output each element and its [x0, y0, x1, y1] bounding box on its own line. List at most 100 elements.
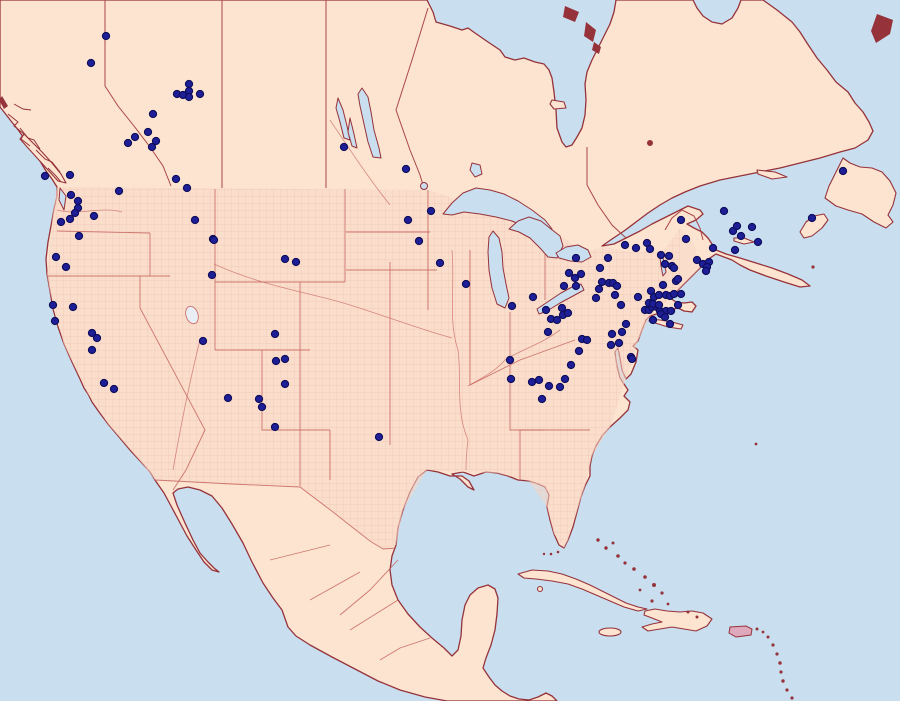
occurrence-dot: [654, 290, 664, 300]
occurrence-dot: [209, 235, 219, 245]
occurrence-dot: [99, 378, 109, 388]
occurrence-dot: [666, 306, 676, 316]
lake-ontario: [555, 244, 592, 263]
occurrence-dot: [74, 231, 84, 241]
occurrence-dot: [838, 166, 848, 176]
anticosti-island: [756, 169, 788, 180]
state-borders: [47, 189, 590, 661]
newfoundland: [824, 157, 897, 229]
occurrence-dot: [506, 374, 516, 384]
occurrence-dot: [87, 345, 97, 355]
vancouver-island: [19, 133, 67, 184]
occurrence-dot: [574, 346, 584, 356]
province-borders: [104, 0, 704, 241]
occurrence-dot: [171, 174, 181, 184]
occurrence-dot: [631, 243, 641, 253]
occurrence-dot: [576, 269, 586, 279]
occurrence-dot: [571, 253, 581, 263]
occurrence-dot: [559, 281, 569, 291]
occurrence-dot: [130, 132, 140, 142]
occurrence-dot: [656, 250, 666, 260]
occurrence-dot: [426, 206, 436, 216]
bahamas: [596, 538, 699, 619]
occurrence-dot: [571, 281, 581, 291]
occurrence-dot: [570, 273, 580, 283]
occurrence-dot: [645, 244, 655, 254]
occurrence-dot: [65, 214, 75, 224]
occurrence-dot: [68, 302, 78, 312]
lake-winnipeg: [357, 87, 382, 159]
occurrence-dot: [87, 328, 97, 338]
occurrence-dot: [182, 183, 192, 193]
occurrence-dot: [807, 213, 817, 223]
occurrence-dot: [564, 268, 574, 278]
occurrence-dot: [528, 292, 538, 302]
occurrence-dot: [654, 300, 664, 310]
occurrence-dot: [40, 171, 50, 181]
occurrence-dot: [719, 206, 729, 216]
occurrence-dot: [665, 319, 675, 329]
occurrence-dot: [582, 335, 592, 345]
occurrence-dot: [190, 215, 200, 225]
occurrence-dot: [610, 290, 620, 300]
occurrence-dot: [403, 215, 413, 225]
occurrence-dot: [339, 142, 349, 152]
occurrence-dot: [257, 402, 267, 412]
occurrence-dot: [692, 255, 702, 265]
puerto-rico-highlight: [728, 625, 753, 638]
occurrence-dot: [280, 254, 290, 264]
occurrence-dot: [730, 245, 740, 255]
occurrence-dot: [374, 432, 384, 442]
occurrence-dots: [40, 31, 848, 442]
occurrence-dot: [56, 217, 66, 227]
lesser-antilles: [755, 627, 794, 700]
occurrence-dot: [89, 211, 99, 221]
occurrence-dot: [557, 303, 567, 313]
occurrence-dot: [270, 329, 280, 339]
occurrence-dot: [732, 221, 742, 231]
occurrence-dot: [595, 263, 605, 273]
cuba: [517, 569, 648, 612]
occurrence-dot: [753, 237, 763, 247]
occurrence-dot: [73, 196, 83, 206]
occurrence-dot: [143, 127, 153, 137]
occurrence-dot: [676, 289, 686, 299]
occurrence-dot: [271, 356, 281, 366]
occurrence-dot: [747, 222, 757, 232]
occurrence-dot: [664, 251, 674, 261]
occurrence-dot: [280, 354, 290, 364]
occurrence-dot: [552, 315, 562, 325]
occurrence-dot: [66, 190, 76, 200]
occurrence-dot: [505, 355, 515, 365]
occurrence-dot: [616, 300, 626, 310]
occurrence-dot: [614, 338, 624, 348]
occurrence-dot: [195, 89, 205, 99]
occurrence-dot: [591, 293, 601, 303]
occurrence-dot: [92, 333, 102, 343]
occurrence-dot: [736, 231, 746, 241]
occurrence-dot: [291, 257, 301, 267]
occurrence-dot: [270, 422, 280, 432]
occurrence-dot: [603, 253, 613, 263]
occurrence-dot: [566, 360, 576, 370]
occurrence-dot: [414, 236, 424, 246]
occurrence-dot: [198, 336, 208, 346]
occurrence-dot: [527, 377, 537, 387]
occurrence-dot: [606, 340, 616, 350]
occurrence-dot: [660, 312, 670, 322]
occurrence-dot: [109, 384, 119, 394]
occurrence-dot: [597, 277, 607, 287]
occurrence-dot: [461, 279, 471, 289]
occurrence-dot: [560, 374, 570, 384]
occurrence-dot: [123, 138, 133, 148]
occurrence-dot: [612, 281, 622, 291]
occurrence-dot: [401, 164, 411, 174]
hispaniola: [641, 608, 713, 632]
occurrence-dot: [669, 263, 679, 273]
occurrence-dot: [50, 316, 60, 326]
occurrence-dot: [701, 266, 711, 276]
lake-michigan: [487, 230, 510, 309]
occurrence-dot: [70, 208, 80, 218]
occurrence-dot: [184, 92, 194, 102]
